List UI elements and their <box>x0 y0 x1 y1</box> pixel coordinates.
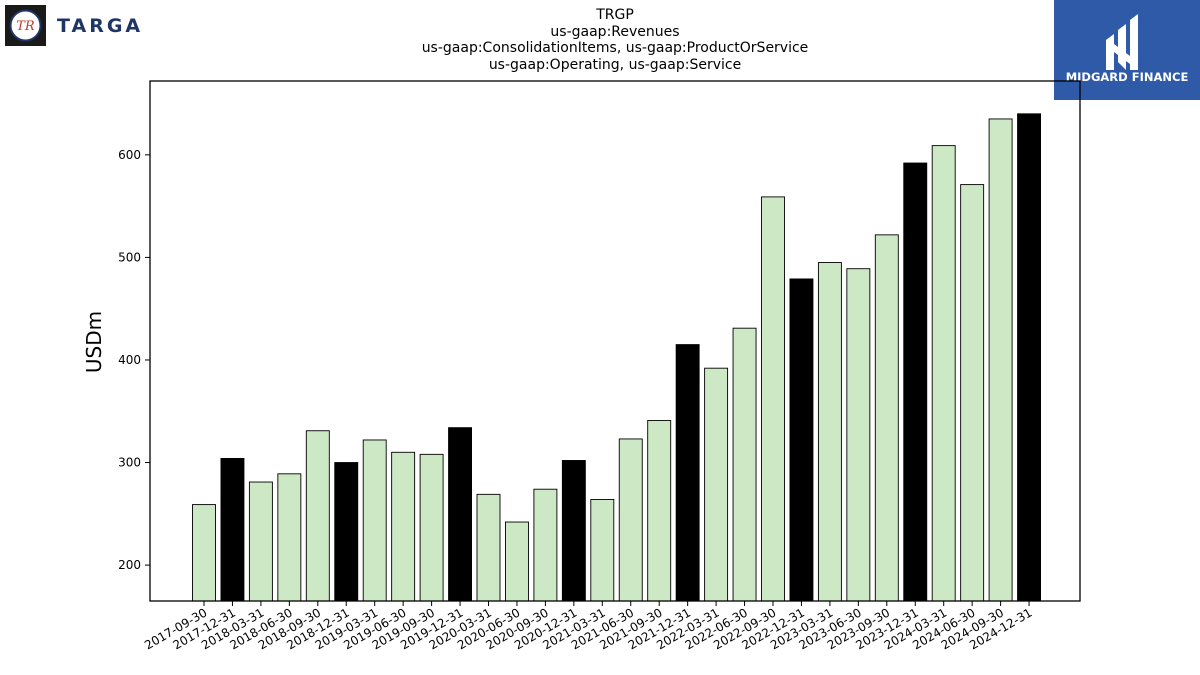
bar-2020-12-31 <box>561 460 586 602</box>
bar-2024-09-30 <box>988 118 1013 602</box>
midgard-logo-text: MIDGARD FINANCE <box>1066 70 1189 84</box>
bar-2024-03-31 <box>931 145 956 602</box>
targa-logo: TR TARGA <box>5 5 143 46</box>
y-tick-label: 200 <box>118 558 141 572</box>
bar-2021-12-31 <box>675 344 700 602</box>
bar-2023-09-30 <box>874 234 899 602</box>
midgard-finance-logo: MIDGARD FINANCE <box>1054 0 1200 100</box>
chart-subtitle-3: us-gaap:Operating, us-gaap:Service <box>488 56 742 73</box>
bar-2023-06-30 <box>846 268 871 602</box>
bar-2022-03-31 <box>704 367 729 602</box>
y-axis-label: USDm <box>82 311 106 373</box>
bar-2022-12-31 <box>789 278 814 602</box>
targa-logo-monogram: TR <box>16 19 35 34</box>
bar-2024-12-31 <box>1017 113 1041 602</box>
bar-2019-03-31 <box>362 439 387 602</box>
y-tick-label: 400 <box>118 353 141 367</box>
targa-logo-text: TARGA <box>57 15 143 37</box>
y-tick-label: 300 <box>118 456 141 470</box>
bar-2020-06-30 <box>505 521 529 602</box>
chart-title: TRGP <box>596 7 634 23</box>
bar-2019-06-30 <box>391 451 416 602</box>
bar-2024-06-30 <box>960 184 985 602</box>
bar-2020-09-30 <box>533 488 558 602</box>
bar-2018-06-30 <box>277 473 302 602</box>
bar-2022-06-30 <box>732 327 757 602</box>
chart-title-block: TRGP us-gaap:Revenues us-gaap:Consolidat… <box>150 7 1080 73</box>
targa-logo-ring <box>9 9 42 42</box>
bar-2018-09-30 <box>305 430 330 602</box>
y-tick-label: 600 <box>118 148 141 162</box>
bar-2017-09-30 <box>192 504 216 602</box>
bar-2018-12-31 <box>334 462 359 602</box>
chart-subtitle-2: us-gaap:ConsolidationItems, us-gaap:Prod… <box>421 40 809 56</box>
bars-group <box>192 113 1041 602</box>
chart-subtitle-1: us-gaap:Revenues <box>550 23 680 40</box>
bar-2019-09-30 <box>419 453 444 602</box>
bar-2023-03-31 <box>817 262 842 602</box>
bar-2019-12-31 <box>448 427 472 602</box>
bar-2021-09-30 <box>647 420 672 602</box>
x-axis: 2017-09-302017-12-312018-03-312018-06-30… <box>142 601 1035 652</box>
bar-2021-03-31 <box>590 499 615 602</box>
y-tick-label: 500 <box>118 250 141 264</box>
bar-2023-12-31 <box>903 162 928 602</box>
bar-2020-03-31 <box>476 493 501 602</box>
bar-2017-12-31 <box>220 457 245 602</box>
plot-frame <box>149 80 1081 602</box>
midgard-logo-mark <box>1106 14 1138 70</box>
bar-2022-09-30 <box>761 196 785 602</box>
y-axis: 200 300 400 500 600 <box>118 148 150 572</box>
bar-2021-06-30 <box>618 438 643 602</box>
bar-2018-03-31 <box>248 481 273 602</box>
midgard-logo-background <box>1054 0 1200 100</box>
